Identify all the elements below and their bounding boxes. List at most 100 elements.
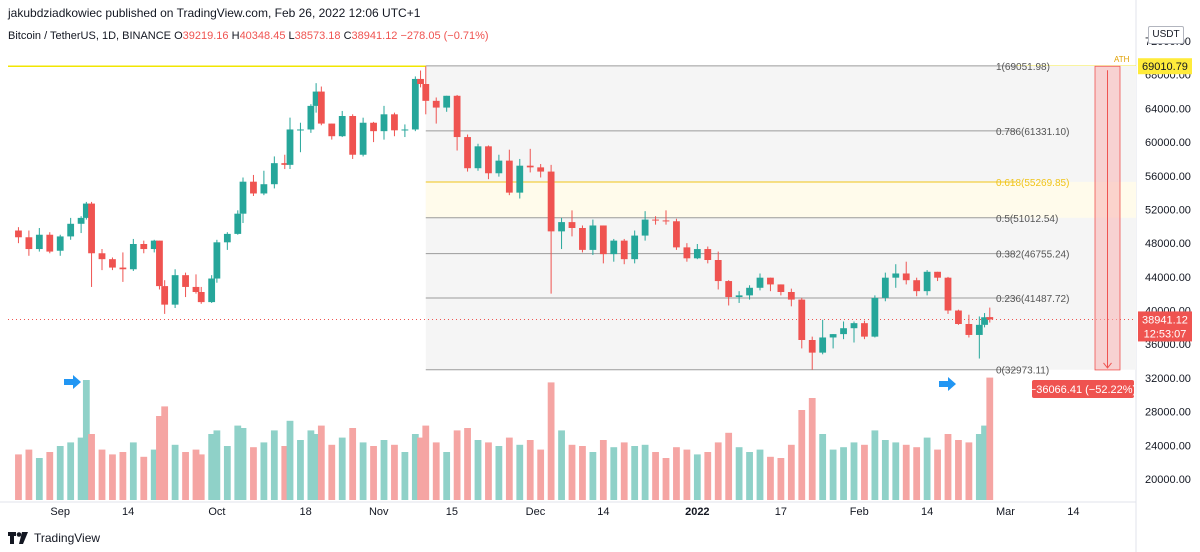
volume-bar — [808, 398, 816, 500]
candle — [981, 313, 988, 328]
candle — [150, 239, 158, 253]
candle-body — [767, 277, 774, 285]
volume-bar — [662, 458, 670, 500]
candle-body — [422, 84, 430, 101]
volume-bar — [746, 452, 753, 500]
candle — [317, 86, 325, 126]
x-tick-label: 2022 — [685, 506, 709, 518]
candle-body — [662, 220, 670, 222]
candle — [965, 314, 973, 338]
x-tick-label: Sep — [50, 506, 70, 518]
candle — [505, 149, 513, 196]
candle-body — [641, 219, 649, 236]
candle — [464, 134, 471, 172]
candle-body — [150, 240, 158, 250]
current-price-label: 38941.12 — [1142, 314, 1188, 326]
volume-bar — [98, 449, 106, 500]
x-tick-label: Mar — [996, 506, 1015, 518]
y-tick-label: 32000.00 — [1145, 373, 1191, 385]
candle-body — [610, 240, 618, 255]
volume-bar — [526, 440, 534, 500]
volume-bar — [297, 440, 304, 500]
footer: TradingView — [8, 531, 100, 545]
candle — [714, 251, 722, 290]
candle — [370, 121, 377, 143]
candle — [411, 76, 419, 132]
volume-bar — [56, 446, 64, 500]
fib-label-0.382: 0.382(46755.24) — [996, 250, 1069, 261]
brand-name[interactable]: TradingView — [34, 531, 101, 545]
candle — [568, 210, 576, 237]
candle — [547, 164, 555, 294]
volume-bar — [391, 444, 398, 500]
candle — [223, 232, 231, 250]
candle — [15, 227, 22, 244]
volume-bar — [599, 440, 607, 500]
y-tick-label: 60000.00 — [1145, 137, 1191, 149]
candle-body — [819, 337, 827, 353]
candle-body — [161, 286, 169, 305]
candle-body — [182, 275, 189, 287]
candle-body — [260, 184, 268, 194]
candle-body — [213, 242, 221, 279]
candle — [902, 261, 910, 285]
volume-bar — [819, 434, 827, 500]
candle-body — [620, 240, 628, 260]
volume-bar — [77, 437, 85, 500]
candle-body — [683, 247, 691, 259]
volume-bar — [223, 446, 231, 500]
candle — [260, 170, 268, 196]
candle-body — [923, 271, 931, 292]
candle — [526, 148, 534, 173]
candle — [98, 249, 106, 271]
candle-body — [892, 273, 900, 278]
currency-badge[interactable]: USDT — [1148, 26, 1184, 44]
candle — [881, 272, 889, 302]
candle-body — [474, 146, 482, 169]
volume-bar — [516, 444, 524, 500]
candle — [485, 145, 492, 180]
tradingview-logo-icon — [8, 532, 28, 544]
candle — [975, 316, 983, 359]
candle — [197, 286, 205, 304]
close-value: 38941.12 — [351, 30, 398, 42]
volume-bar — [944, 434, 952, 500]
candle — [599, 225, 607, 264]
y-tick-label: 48000.00 — [1145, 238, 1191, 250]
y-tick-label: 52000.00 — [1145, 204, 1191, 216]
volume-bar — [307, 430, 315, 500]
candle-body — [208, 278, 216, 303]
volume-bar — [965, 442, 973, 500]
volume-bar — [88, 434, 95, 500]
volume-bar — [981, 425, 988, 500]
volume-bar — [129, 442, 137, 500]
candle-body — [46, 234, 54, 252]
low-label: L — [288, 30, 295, 42]
symbol-name[interactable]: Bitcoin / TetherUS, 1D, BINANCE — [8, 30, 172, 42]
measure-label-bg — [1032, 379, 1134, 398]
candle — [417, 70, 424, 88]
volume-bar — [161, 406, 169, 500]
x-tick-label: 18 — [300, 506, 312, 518]
candle — [270, 156, 278, 189]
volume-bar — [902, 444, 910, 500]
volume-bar — [495, 446, 503, 500]
volume-bar — [923, 437, 931, 500]
candle-body — [829, 334, 837, 338]
candle — [297, 122, 304, 153]
volume-bar — [197, 454, 205, 500]
candle — [589, 219, 597, 255]
fib-golden-zone — [425, 181, 1136, 218]
candle-body — [391, 114, 398, 131]
candle-body — [380, 114, 388, 132]
candle-body — [913, 280, 921, 292]
x-tick-label: 17 — [775, 506, 787, 518]
volume-bar — [250, 447, 257, 500]
candle — [787, 288, 795, 307]
candle — [662, 210, 670, 225]
candle-body — [756, 277, 764, 288]
x-tick-label: 14 — [1067, 506, 1079, 518]
candle — [819, 319, 827, 355]
candle — [652, 216, 659, 225]
